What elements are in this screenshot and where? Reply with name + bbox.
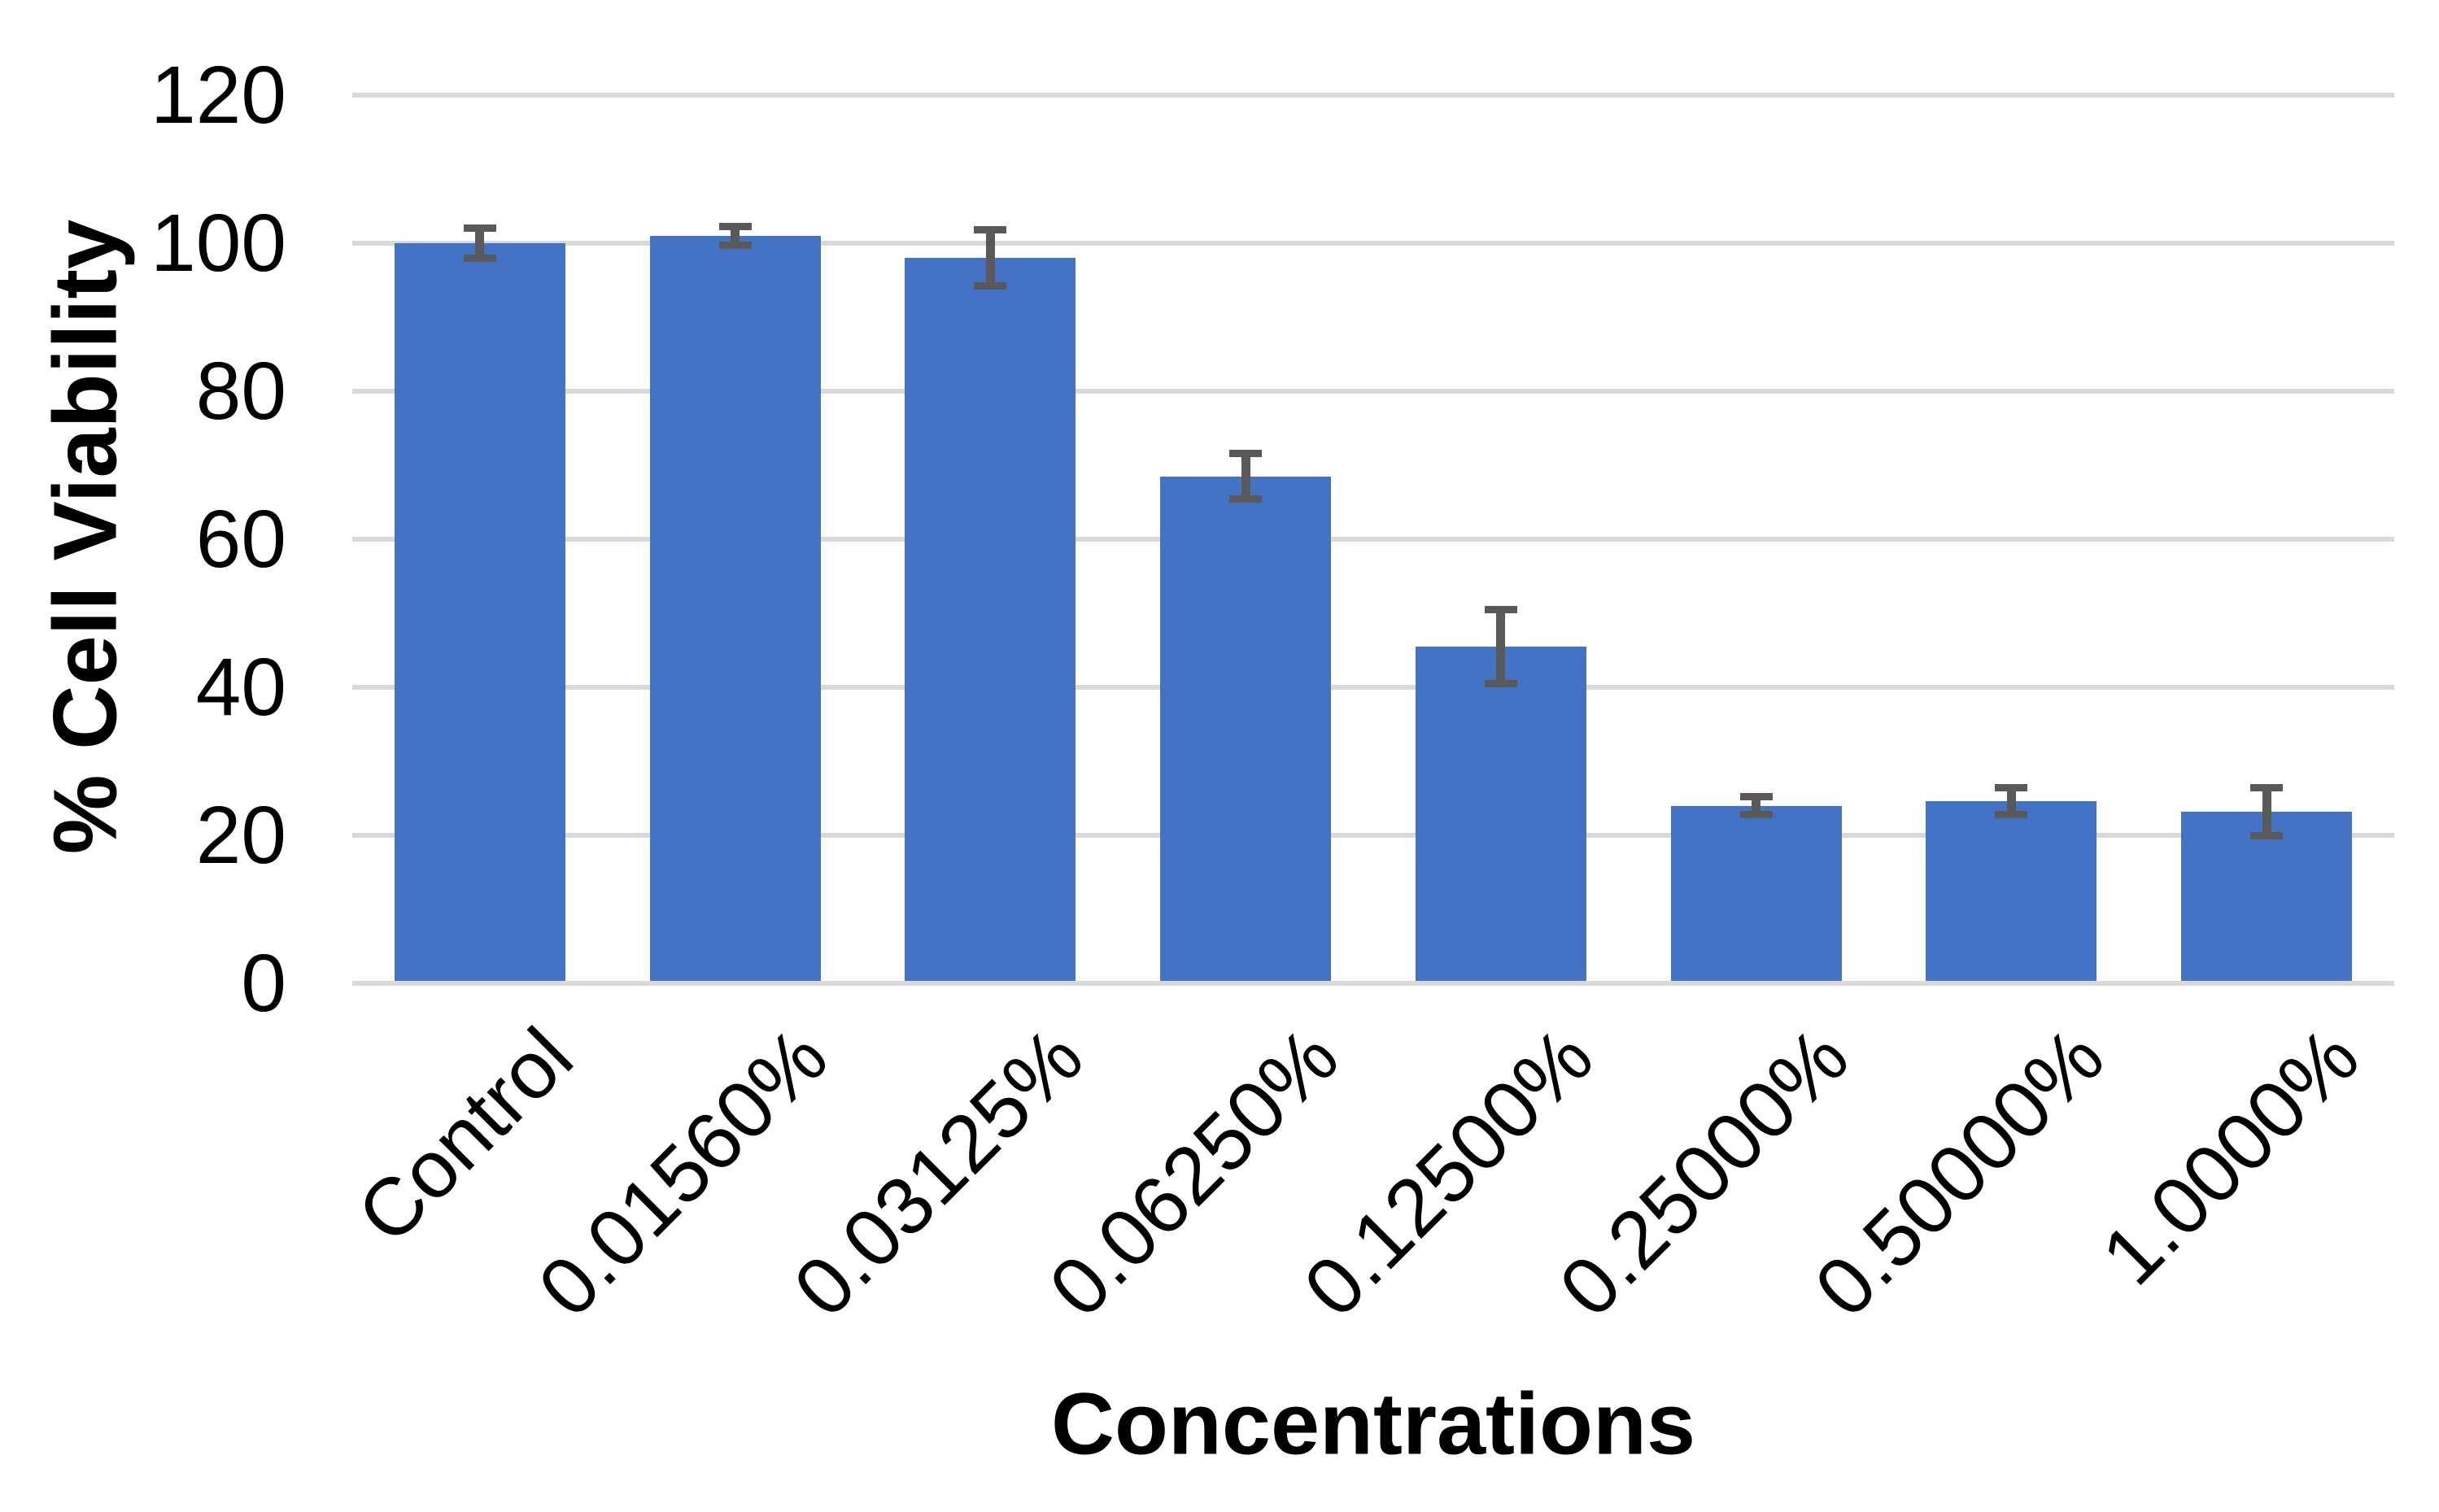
error-bar-cap — [2250, 831, 2284, 839]
y-tick-label: 20 — [195, 790, 286, 881]
error-bar-cap — [1995, 811, 2028, 819]
error-bar — [1496, 609, 1506, 684]
error-bar — [2006, 787, 2016, 815]
gridline — [352, 685, 2394, 690]
error-bar-cap — [1229, 495, 1263, 503]
error-bar-cap — [1484, 679, 1517, 687]
error-bar-cap — [1229, 449, 1263, 457]
bar — [1926, 801, 2097, 981]
bar — [394, 243, 565, 981]
error-bar-cap — [1995, 784, 2028, 792]
error-bar — [1752, 796, 1761, 815]
bar — [2181, 811, 2353, 981]
gridline — [352, 93, 2394, 98]
error-bar — [1241, 453, 1250, 499]
error-bar — [731, 226, 740, 246]
bar — [905, 258, 1076, 981]
bar — [1670, 805, 1842, 981]
y-tick-label: 40 — [195, 642, 286, 733]
y-tick-label: 80 — [195, 346, 286, 437]
bar — [1160, 476, 1332, 981]
gridline — [352, 833, 2394, 838]
x-tick-label: 1.0000% — [2084, 1010, 2377, 1303]
gridline — [352, 389, 2394, 394]
y-tick-label: 60 — [195, 494, 286, 585]
x-axis-title: Concentrations — [1050, 1374, 1696, 1473]
gridline — [352, 537, 2394, 542]
y-tick-label: 100 — [151, 198, 286, 289]
error-bar-cap — [718, 242, 752, 250]
error-bar-cap — [974, 282, 1007, 290]
bar — [1415, 646, 1586, 981]
error-bar-cap — [718, 222, 752, 230]
error-bar-cap — [463, 254, 496, 262]
gridline — [352, 981, 2394, 986]
error-bar — [475, 228, 485, 259]
y-tick-label: 120 — [151, 50, 286, 141]
error-bar-cap — [463, 224, 496, 233]
bar — [649, 235, 821, 981]
error-bar — [985, 229, 995, 286]
x-tick-label: Control — [339, 1010, 590, 1261]
error-bar-cap — [1484, 605, 1517, 613]
error-bar-cap — [1739, 811, 1773, 819]
gridline — [352, 241, 2394, 246]
error-bar-cap — [1739, 793, 1773, 801]
y-tick-label: 0 — [241, 938, 286, 1029]
y-axis-title: % Cell Viability — [35, 219, 136, 855]
error-bar — [2262, 787, 2271, 835]
error-bar-cap — [974, 226, 1007, 234]
error-bar-cap — [2250, 784, 2284, 792]
